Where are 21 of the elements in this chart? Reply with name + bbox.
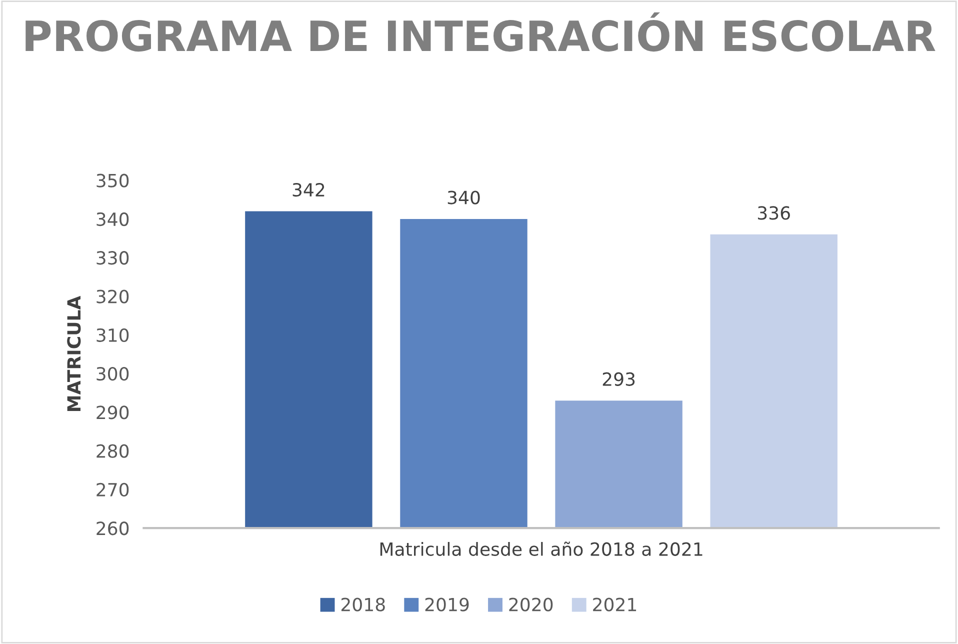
legend-label: 2021 xyxy=(593,598,636,612)
y-tick-label: 290 xyxy=(96,406,129,420)
y-tick-label: 350 xyxy=(96,174,129,188)
y-axis-title: MATRICULA xyxy=(67,296,81,411)
x-tick-label: Matricula desde el año 2018 a 2021 xyxy=(380,542,702,556)
data-label: 340 xyxy=(448,190,480,204)
data-label: 336 xyxy=(758,206,790,220)
y-tick-label: 300 xyxy=(96,366,129,381)
legend-label: 2019 xyxy=(425,598,469,612)
y-tick-label: 320 xyxy=(96,290,129,304)
data-label: 342 xyxy=(292,182,324,197)
y-tick-label: 270 xyxy=(96,482,129,497)
legend-label: 2020 xyxy=(509,598,553,612)
y-tick-label: 330 xyxy=(96,251,129,265)
chart-title: PROGRAMA DE INTEGRACIÓN ESCOLAR xyxy=(26,12,936,52)
y-tick-label: 310 xyxy=(96,328,129,342)
y-tick-label: 280 xyxy=(96,444,129,458)
legend-label: 2018 xyxy=(341,598,385,612)
data-label: 293 xyxy=(602,372,635,386)
y-tick-label: 260 xyxy=(96,522,129,536)
y-tick-label: 340 xyxy=(96,212,129,226)
